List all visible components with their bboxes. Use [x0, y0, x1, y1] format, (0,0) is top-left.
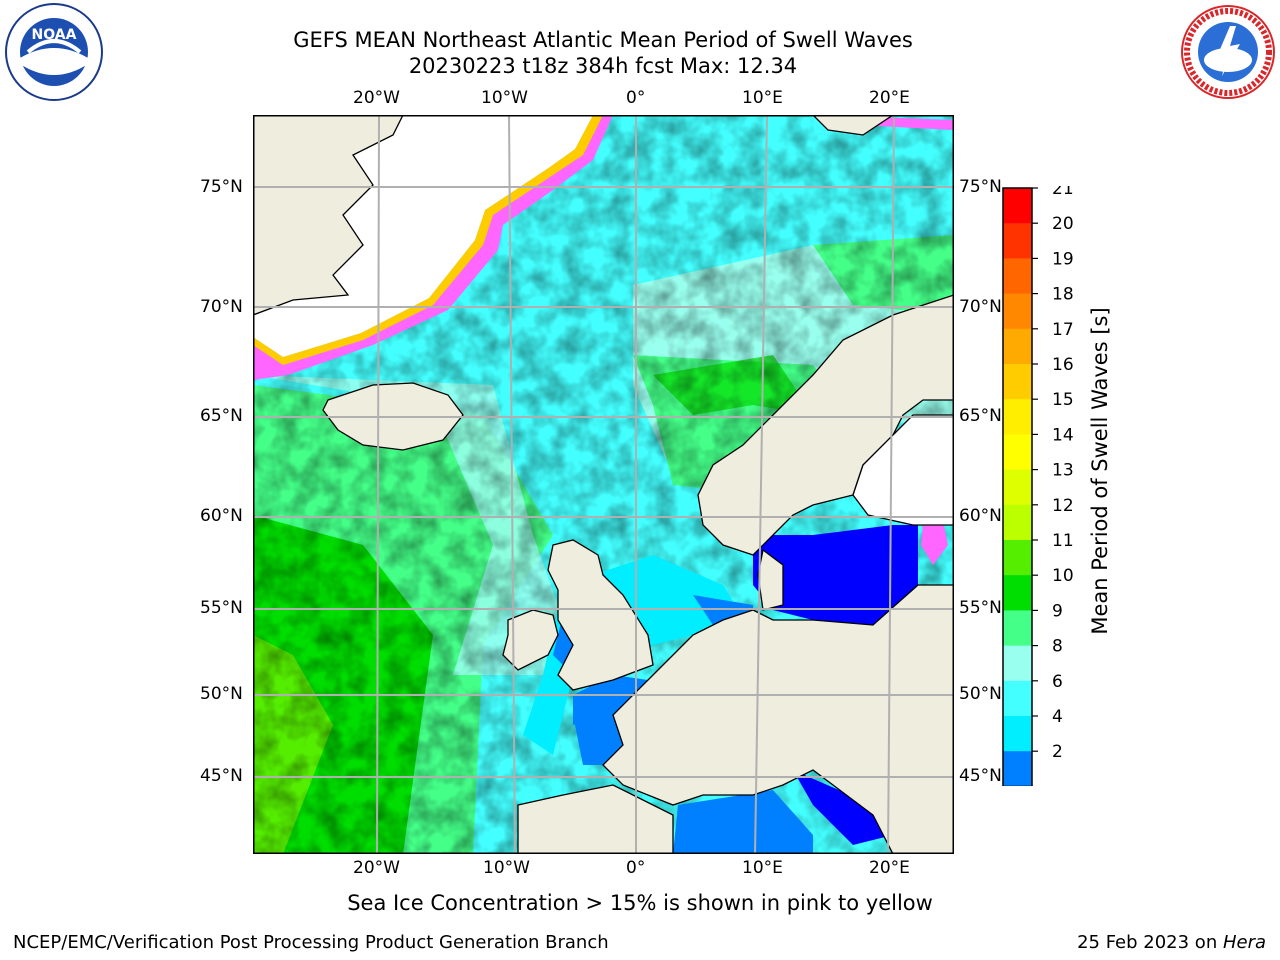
meridian-line	[376, 114, 380, 855]
english-channel-low-period	[573, 675, 648, 725]
lat-label-left-55n: 55°N	[200, 598, 243, 618]
colorbar-segment	[1003, 399, 1032, 435]
colorbar-segment	[1003, 610, 1032, 647]
colorbar-segment	[1003, 575, 1032, 611]
colorbar-tick-label: 16	[1052, 355, 1074, 375]
lon-label-bottom-20w: 20°W	[353, 858, 400, 878]
land	[252, 114, 955, 855]
lat-label-right-75n: 75°N	[959, 177, 1002, 197]
great-britain	[547, 539, 654, 691]
colorbar-tick-label: 20	[1052, 214, 1074, 234]
colorbar-tick-label: 4	[1052, 707, 1063, 727]
lat-label-right-60n: 60°N	[959, 506, 1002, 526]
colorbar-segment	[1003, 223, 1032, 259]
noaa-logo: NOAA	[4, 2, 104, 102]
colorbar-tick-label: 21	[1052, 186, 1074, 199]
sea-ice-gulf-of-finland	[921, 521, 948, 565]
colorbar-label: Mean Period of Swell Waves [s]	[1088, 307, 1112, 635]
colorbar-tick-label: 11	[1052, 531, 1074, 551]
lat-label-left-50n: 50°N	[200, 684, 243, 704]
ireland	[502, 609, 559, 671]
colorbar-tick-label: 14	[1052, 425, 1074, 445]
lat-label-left-65n: 65°N	[200, 406, 243, 426]
colorbar: 21 20 19 18 17 16 15 14 13 12 11 10 9 8 6 4 2	[1000, 179, 1090, 814]
lat-label-right-55n: 55°N	[959, 598, 1002, 618]
colorbar-segment	[1003, 540, 1032, 576]
colorbar-tick-label: 17	[1052, 320, 1074, 340]
noaa-logo-text: NOAA	[32, 27, 77, 43]
western-mediterranean	[673, 790, 813, 854]
colorbar-tick-label: 12	[1052, 496, 1074, 516]
colorbar-segment	[1003, 328, 1032, 365]
colorbar-tick-label: 13	[1052, 461, 1074, 481]
lon-label-top-0: 0°	[626, 88, 646, 108]
graticule	[253, 114, 954, 855]
colorbar-segment	[1003, 645, 1032, 682]
continental-europe	[602, 584, 955, 855]
lon-label-bottom-10w: 10°W	[483, 858, 530, 878]
meridian-line	[887, 114, 895, 855]
meridian-line	[754, 114, 768, 855]
lon-label-top-20e: 20°E	[869, 88, 910, 108]
colorbar-tick-label: 8	[1052, 637, 1063, 657]
colorbar-tick-label: 6	[1052, 672, 1063, 692]
colorbar-segment	[1003, 258, 1032, 295]
footer-date-text: 25 Feb 2023 on	[1077, 932, 1223, 953]
colorbar-segment	[1003, 364, 1032, 400]
colorbar-tick-label: 19	[1052, 249, 1074, 269]
lat-label-left-60n: 60°N	[200, 506, 243, 526]
map-frame	[253, 115, 954, 854]
footer-credit: NCEP/EMC/Verification Post Processing Pr…	[13, 932, 609, 953]
colorbar-tick-label: 2	[1052, 742, 1063, 762]
meridian-line	[508, 114, 516, 855]
colorbar-label-box: Mean Period of Swell Waves [s]	[1080, 186, 1120, 756]
colorbar-tick-label: 10	[1052, 566, 1074, 586]
lon-label-bottom-0: 0°	[626, 858, 646, 878]
colorbar-tick-label: 15	[1052, 390, 1074, 410]
footer-host: Hera	[1222, 932, 1266, 953]
lon-label-top-10e: 10°E	[742, 88, 783, 108]
chart-title-line1: GEFS MEAN Northeast Atlantic Mean Period…	[293, 28, 913, 52]
adriatic-sea	[793, 770, 893, 845]
national-weather-service-logo	[1178, 2, 1278, 102]
footer-date: 25 Feb 2023 on Hera	[1077, 932, 1266, 953]
map-panel	[252, 114, 955, 855]
colorbar-segment	[1003, 751, 1032, 787]
lat-label-right-65n: 65°N	[959, 406, 1002, 426]
colorbar-segment	[1003, 434, 1032, 471]
lat-label-right-70n: 70°N	[959, 297, 1002, 317]
lat-label-left-70n: 70°N	[200, 297, 243, 317]
colorbar-tick-label: 9	[1052, 601, 1063, 621]
colorbar-segment	[1003, 293, 1032, 330]
lat-label-left-45n: 45°N	[200, 766, 243, 786]
lon-label-top-20w: 20°W	[353, 88, 400, 108]
colorbar-segment	[1003, 504, 1032, 541]
colorbar-segment	[1003, 716, 1032, 752]
colorbar-segment	[1003, 469, 1032, 506]
lon-label-top-10w: 10°W	[481, 88, 528, 108]
colorbar-segment	[1003, 680, 1032, 717]
lat-label-right-45n: 45°N	[959, 766, 1002, 786]
greenland	[252, 114, 405, 316]
scandinavia	[697, 294, 955, 556]
colorbar-segment	[1003, 188, 1032, 224]
sea-ice-note: Sea Ice Concentration > 15% is shown in …	[347, 891, 933, 915]
chart-title-line2: 20230223 t18z 384h fcst Max: 12.34	[408, 54, 798, 78]
lon-label-bottom-10e: 10°E	[742, 858, 783, 878]
colorbar-tick-label: 18	[1052, 285, 1074, 305]
lat-label-right-50n: 50°N	[959, 684, 1002, 704]
lon-label-bottom-20e: 20°E	[869, 858, 910, 878]
lat-label-left-75n: 75°N	[200, 177, 243, 197]
baltic-sea	[753, 525, 918, 625]
